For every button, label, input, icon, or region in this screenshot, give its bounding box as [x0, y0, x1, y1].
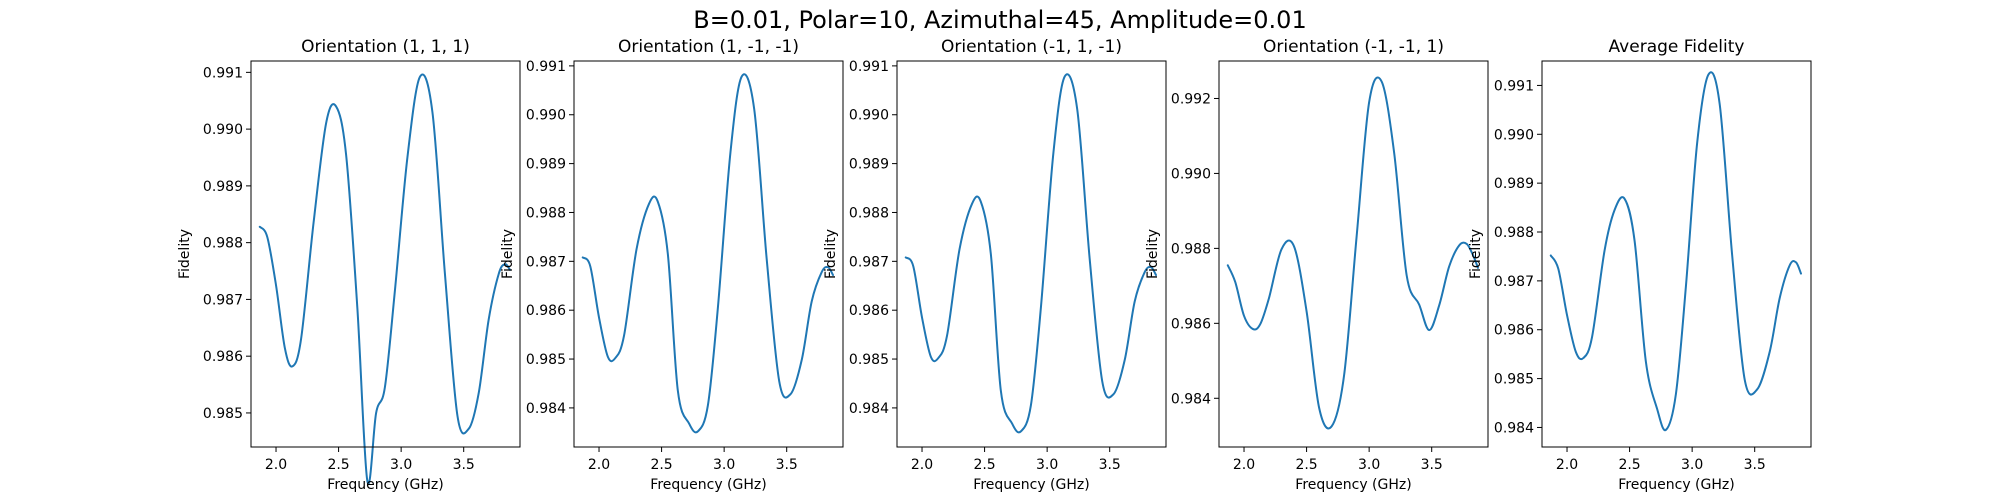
x-axis-label: Frequency (GHz) — [973, 477, 1089, 493]
y-tick-label: 0.985 — [849, 352, 889, 368]
y-tick-label: 0.989 — [203, 179, 243, 195]
y-tick-label: 0.986 — [849, 303, 889, 319]
x-tick-label: 2.5 — [1295, 457, 1317, 473]
y-tick-label: 0.988 — [526, 205, 566, 221]
subplot-title: Orientation (1, 1, 1) — [301, 37, 470, 57]
y-tick-label: 0.986 — [1171, 316, 1211, 332]
subplot-4: 2.0 2.5 3.0 3.5 0.984 0.986 0.988 0.990 0.992 Ori… — [1145, 37, 1489, 493]
y-axis-label: Fidelity — [177, 229, 193, 279]
y-tick-label: 0.987 — [526, 254, 566, 270]
y-tick-label: 0.985 — [1494, 372, 1534, 388]
y-tick-label: 0.984 — [1494, 420, 1534, 436]
x-tick-label: 2.0 — [588, 457, 610, 473]
y-tick-label: 0.988 — [1494, 225, 1534, 241]
fidelity-line — [581, 73, 834, 434]
y-tick-label: 0.989 — [526, 157, 566, 173]
axes-frame — [1218, 60, 1489, 448]
y-tick-label: 0.986 — [203, 349, 243, 365]
x-tick-label: 3.0 — [1036, 457, 1058, 473]
subplot-3: 2.0 2.5 3.0 3.5 0.984 0.985 0.986 0.987 0.988 0.9… — [823, 37, 1167, 493]
x-tick-label: 2.0 — [265, 457, 287, 473]
y-tick-label: 0.986 — [1494, 323, 1534, 339]
x-tick-label: 3.5 — [1421, 457, 1443, 473]
y-axis-label: Fidelity — [1145, 229, 1161, 279]
x-tick-label: 2.0 — [1556, 457, 1578, 473]
fidelity-line — [904, 73, 1157, 434]
axes-frame — [573, 60, 844, 448]
y-tick-label: 0.984 — [526, 401, 566, 417]
y-tick-label: 0.991 — [1494, 78, 1534, 94]
x-tick-label: 2.0 — [911, 457, 933, 473]
fidelity-line — [1226, 76, 1479, 430]
x-tick-label: 2.5 — [650, 457, 672, 473]
fidelity-line — [1549, 71, 1802, 432]
x-axis-label: Frequency (GHz) — [1618, 477, 1734, 493]
y-tick-label: 0.986 — [526, 303, 566, 319]
subplot-2: 2.0 2.5 3.0 3.5 0.984 0.985 0.986 0.987 0.988 0.9… — [500, 37, 844, 493]
subplot-1: 2.0 2.5 3.0 3.5 0.985 0.986 0.987 0.988 0.989 0.9… — [177, 37, 521, 493]
x-tick-label: 2.5 — [327, 457, 349, 473]
x-tick-label: 3.5 — [776, 457, 798, 473]
x-tick-label: 3.0 — [1681, 457, 1703, 473]
x-tick-label: 2.5 — [973, 457, 995, 473]
y-tick-label: 0.985 — [203, 406, 243, 422]
y-tick-label: 0.991 — [203, 65, 243, 81]
y-tick-label: 0.991 — [849, 59, 889, 75]
y-tick-label: 0.984 — [1171, 391, 1211, 407]
y-tick-label: 0.990 — [849, 108, 889, 124]
x-tick-label: 3.5 — [453, 457, 475, 473]
y-tick-label: 0.990 — [526, 108, 566, 124]
y-axis-label: Fidelity — [823, 229, 839, 279]
y-tick-label: 0.990 — [1494, 127, 1534, 143]
y-tick-label: 0.988 — [1171, 241, 1211, 257]
axes-frame — [1541, 60, 1812, 448]
figure-title: B=0.01, Polar=10, Azimuthal=45, Amplitud… — [693, 6, 1306, 34]
subplot-grid: 2.0 2.5 3.0 3.5 0.985 0.986 0.987 0.988 0.989 0.9… — [177, 37, 1812, 493]
subplot-5: 2.0 2.5 3.0 3.5 0.984 0.985 0.986 0.987 0.988 0.9… — [1468, 37, 1812, 493]
subplot-title: Orientation (1, -1, -1) — [618, 37, 799, 57]
x-axis-label: Frequency (GHz) — [1295, 477, 1411, 493]
subplot-title: Orientation (-1, -1, 1) — [1263, 37, 1444, 57]
x-tick-label: 3.5 — [1099, 457, 1121, 473]
y-tick-label: 0.991 — [526, 59, 566, 75]
y-tick-label: 0.992 — [1171, 91, 1211, 107]
x-axis-label: Frequency (GHz) — [650, 477, 766, 493]
y-tick-label: 0.988 — [203, 236, 243, 252]
x-tick-label: 2.5 — [1618, 457, 1640, 473]
subplot-title: Average Fidelity — [1609, 37, 1745, 57]
x-axis-label: Frequency (GHz) — [327, 477, 443, 493]
y-tick-label: 0.990 — [203, 122, 243, 138]
y-tick-label: 0.990 — [1171, 166, 1211, 182]
y-tick-label: 0.984 — [849, 401, 889, 417]
x-tick-label: 3.0 — [390, 457, 412, 473]
y-tick-label: 0.989 — [1494, 176, 1534, 192]
axes-frame — [250, 60, 521, 448]
y-axis-label: Fidelity — [500, 229, 516, 279]
y-tick-label: 0.988 — [849, 205, 889, 221]
x-tick-label: 3.0 — [1358, 457, 1380, 473]
axes-frame — [896, 60, 1167, 448]
y-tick-label: 0.987 — [203, 292, 243, 308]
y-tick-label: 0.987 — [1494, 274, 1534, 290]
y-axis-label: Fidelity — [1468, 229, 1484, 279]
subplot-title: Orientation (-1, 1, -1) — [941, 37, 1122, 57]
y-tick-label: 0.987 — [849, 254, 889, 270]
x-tick-label: 3.5 — [1744, 457, 1766, 473]
y-tick-label: 0.985 — [526, 352, 566, 368]
x-tick-label: 2.0 — [1233, 457, 1255, 473]
x-tick-label: 3.0 — [713, 457, 735, 473]
fidelity-line — [258, 73, 511, 485]
y-tick-label: 0.989 — [849, 157, 889, 173]
